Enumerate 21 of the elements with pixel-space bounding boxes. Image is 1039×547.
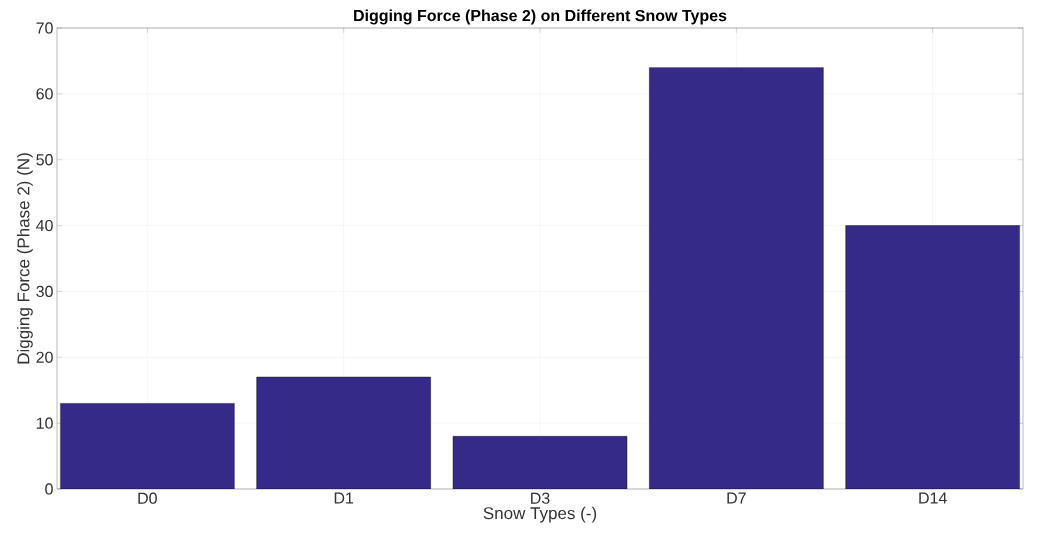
y-tick-label: 30 (36, 285, 53, 298)
x-tick-label: D3 (531, 492, 550, 504)
y-axis-title: Digging Force (Phase 2) (N) (16, 153, 33, 364)
x-axis-title: Snow Types (-) (483, 506, 597, 523)
y-tick-label: 0 (45, 483, 53, 495)
bar (60, 403, 235, 489)
chart-title: Digging Force (Phase 2) on Different Snow Types (354, 9, 727, 25)
y-tick-label: 60 (36, 88, 53, 100)
y-tick-label: 70 (36, 22, 53, 34)
x-tick-label: D14 (919, 492, 947, 504)
x-tick-label: D7 (727, 492, 746, 504)
x-tick-label: D1 (334, 492, 354, 504)
bar (256, 377, 431, 489)
y-tick-label: 10 (36, 417, 53, 429)
x-tick-label: D0 (138, 492, 157, 504)
bar (845, 225, 1020, 489)
y-tick-label: 40 (36, 219, 53, 232)
bar (649, 67, 824, 489)
y-tick-label: 50 (36, 154, 53, 166)
y-tick-label: 20 (36, 351, 53, 363)
bar (453, 436, 627, 489)
